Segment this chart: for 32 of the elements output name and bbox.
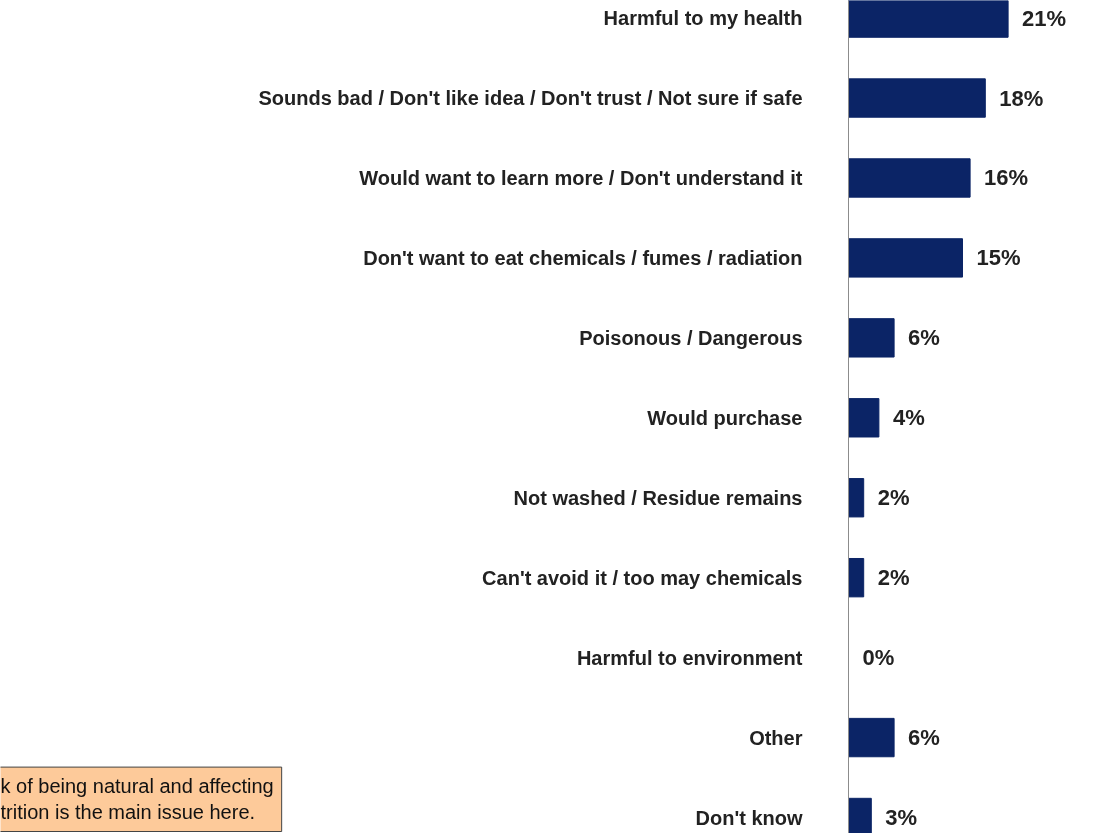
data-label: 2% — [877, 565, 910, 591]
data-label: 6% — [908, 325, 940, 351]
y-tick-label: Poisonous / Dangerous — [579, 326, 803, 349]
bar — [848, 78, 986, 118]
bar — [848, 398, 880, 438]
data-label: 18% — [999, 85, 1044, 111]
y-tick-label: Not washed / Residue remains — [513, 486, 803, 509]
bar — [848, 0, 1009, 38]
bar — [848, 318, 895, 358]
data-label: 16% — [984, 165, 1029, 191]
y-tick-label: Other — [749, 726, 803, 749]
bar — [848, 238, 963, 278]
y-tick-label: Would want to learn more / Don't understand it — [359, 166, 803, 189]
data-label: 6% — [908, 725, 940, 751]
data-label: 21% — [1022, 5, 1067, 31]
y-tick-label: Harmful to my health — [603, 7, 803, 30]
data-label: 4% — [892, 405, 925, 431]
bar — [848, 478, 865, 518]
data-label: 3% — [885, 805, 918, 831]
y-tick-label: Don't know — [695, 806, 803, 829]
y-tick-label: Harmful to environment — [576, 646, 803, 669]
bar — [848, 158, 971, 198]
y-tick-label: Don't want to eat chemicals / fumes / radiation — [363, 246, 803, 269]
y-tick-label: Can't avoid it / too may chemicals — [482, 566, 803, 589]
data-label: 2% — [877, 485, 910, 511]
y-tick-label: Would purchase — [647, 406, 803, 429]
bar — [848, 717, 895, 758]
data-label: 15% — [976, 245, 1021, 271]
data-label: 0% — [862, 645, 895, 671]
y-tick-label: Sounds bad / Don't like idea / Don't trust / Not sure if safe — [258, 87, 803, 110]
text: k of being natural and affecting trition is the main issue here. — [0, 775, 274, 824]
bar — [848, 558, 865, 598]
